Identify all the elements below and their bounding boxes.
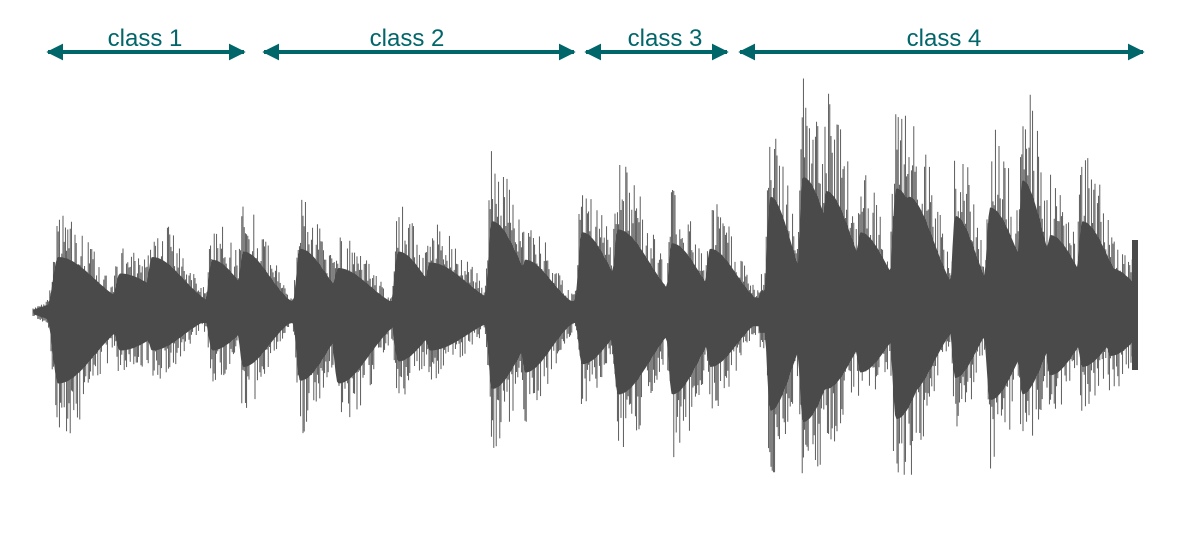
waveform-end-cap (1132, 240, 1138, 370)
segment-class-2: class 2 (262, 25, 576, 61)
segment-label-class-1: class 1 (108, 25, 183, 52)
segment-class-3: class 3 (584, 25, 729, 61)
segment-label-class-3: class 3 (628, 25, 703, 52)
segment-class-4: class 4 (738, 25, 1145, 61)
segment-class-1: class 1 (46, 25, 246, 61)
segment-label-class-2: class 2 (370, 25, 445, 52)
audio-waveform (32, 78, 1138, 475)
segment-label-class-4: class 4 (907, 25, 982, 52)
